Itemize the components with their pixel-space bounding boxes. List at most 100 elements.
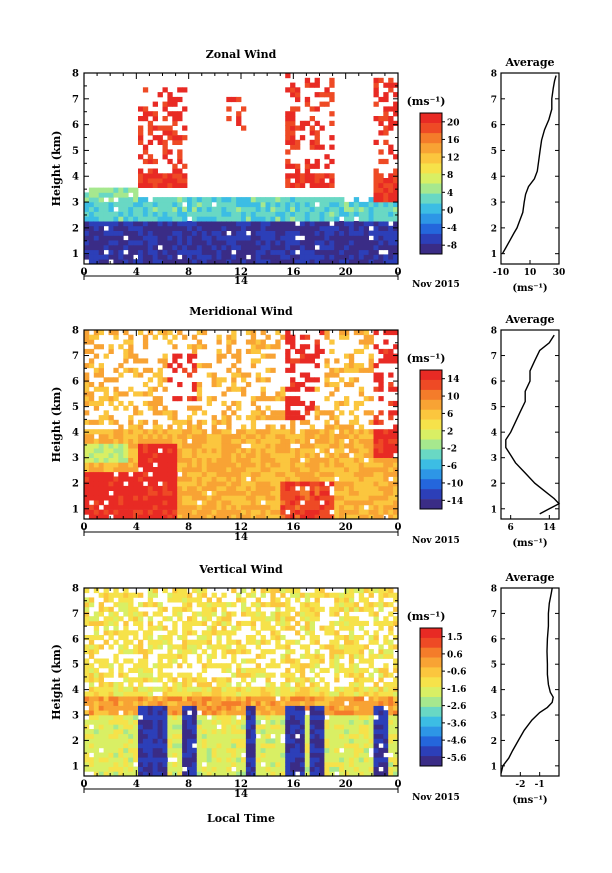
heatmap-cell bbox=[314, 719, 320, 725]
heatmap-cell bbox=[295, 457, 301, 463]
heatmap-cell bbox=[309, 254, 315, 260]
heatmap-cell bbox=[344, 649, 350, 655]
heatmap-cell bbox=[353, 705, 360, 711]
heatmap-cell bbox=[290, 139, 296, 145]
heatmap-cell bbox=[236, 201, 242, 208]
heatmap-cell bbox=[138, 125, 144, 131]
heatmap-cell bbox=[314, 616, 320, 622]
heatmap-cell bbox=[260, 710, 266, 716]
heatmap-cell bbox=[93, 677, 100, 683]
heatmap-cell bbox=[182, 686, 188, 692]
heatmap-cell bbox=[255, 630, 261, 636]
heatmap-cell bbox=[334, 443, 340, 449]
chart-title: Meridional Wind bbox=[189, 305, 293, 318]
heatmap-cell bbox=[275, 438, 281, 444]
heatmap-cell bbox=[211, 766, 217, 772]
heatmap-cell bbox=[84, 667, 90, 673]
heatmap-cell bbox=[98, 719, 104, 725]
heatmap-cell bbox=[339, 334, 345, 340]
profile-y-tick-label: 4 bbox=[491, 429, 497, 439]
heatmap-cell bbox=[299, 696, 306, 702]
heatmap-cell bbox=[304, 509, 311, 515]
heatmap-cell bbox=[280, 766, 286, 772]
heatmap-cell bbox=[368, 429, 374, 435]
heatmap-cell bbox=[363, 367, 369, 373]
heatmap-cell bbox=[162, 691, 168, 697]
heatmap-cell bbox=[172, 476, 178, 482]
heatmap-cell bbox=[236, 771, 242, 777]
heatmap-cell bbox=[231, 363, 237, 369]
profile-y-tick-label: 5 bbox=[491, 403, 497, 413]
heatmap-cell bbox=[285, 249, 291, 255]
heatmap-cell bbox=[260, 330, 266, 336]
heatmap-cell bbox=[191, 757, 198, 763]
heatmap-cell bbox=[84, 471, 90, 477]
heatmap-cell bbox=[167, 597, 173, 603]
heatmap-cell bbox=[250, 244, 257, 251]
heatmap-cell bbox=[142, 696, 149, 702]
heatmap-cell bbox=[113, 620, 119, 626]
heatmap-cell bbox=[162, 221, 168, 227]
heatmap-cell bbox=[172, 353, 178, 359]
heatmap-cell bbox=[270, 700, 276, 706]
heatmap-cell bbox=[103, 606, 109, 612]
heatmap-cell bbox=[226, 757, 232, 763]
heatmap-cell bbox=[201, 724, 208, 730]
heatmap-cell bbox=[353, 644, 360, 650]
heatmap-cell bbox=[348, 724, 355, 730]
heatmap-cell bbox=[329, 500, 335, 506]
heatmap-cell bbox=[138, 410, 144, 416]
heatmap-cell bbox=[103, 467, 109, 473]
profile-y-tick-label: 2 bbox=[491, 224, 497, 234]
heatmap-cell bbox=[142, 733, 149, 739]
heatmap-cell bbox=[147, 588, 154, 594]
heatmap-cell bbox=[334, 602, 340, 608]
heatmap-cell bbox=[353, 639, 360, 645]
heatmap-cell bbox=[162, 182, 168, 188]
heatmap-cell bbox=[378, 358, 384, 364]
heatmap-cell bbox=[299, 625, 306, 631]
heatmap-cell bbox=[368, 514, 374, 520]
heatmap-cell bbox=[162, 106, 168, 112]
heatmap-cell bbox=[187, 766, 193, 772]
heatmap-cell bbox=[157, 396, 163, 402]
heatmap-cell bbox=[309, 710, 315, 716]
colorbar-tick-label: 6 bbox=[447, 410, 453, 420]
heatmap-cell bbox=[241, 429, 247, 435]
heatmap-cell bbox=[142, 653, 149, 659]
heatmap-cell bbox=[270, 691, 276, 697]
heatmap-cell bbox=[260, 235, 266, 241]
heatmap-cell bbox=[324, 766, 330, 772]
heatmap-cell bbox=[93, 635, 100, 641]
heatmap-cell bbox=[344, 696, 350, 702]
profile-frame bbox=[500, 329, 560, 520]
heatmap-cell bbox=[241, 500, 247, 506]
heatmap-cell bbox=[314, 182, 320, 188]
heatmap-cell bbox=[201, 705, 208, 711]
heatmap-cell bbox=[226, 254, 232, 260]
heatmap-cell bbox=[133, 353, 139, 359]
heatmap-cell bbox=[187, 396, 193, 402]
heatmap-cell bbox=[309, 206, 315, 212]
heatmap-cell bbox=[152, 476, 158, 482]
heatmap-cell bbox=[344, 495, 350, 501]
heatmap-cell bbox=[236, 438, 242, 444]
heatmap-cell bbox=[93, 743, 100, 749]
heatmap-cell bbox=[339, 620, 345, 626]
heatmap-cell bbox=[133, 714, 139, 720]
profile-y-tick-label: 2 bbox=[491, 480, 497, 490]
heatmap-cell bbox=[206, 235, 212, 241]
heatmap-cell bbox=[250, 363, 257, 369]
heatmap-cell bbox=[319, 710, 325, 716]
heatmap-cell bbox=[177, 476, 183, 482]
heatmap-cell bbox=[324, 471, 330, 477]
heatmap-cell bbox=[123, 644, 129, 650]
heatmap-cell bbox=[191, 597, 198, 603]
heatmap-cell bbox=[250, 396, 257, 402]
heatmap-cell bbox=[182, 592, 188, 598]
heatmap-cell bbox=[265, 452, 271, 458]
heatmap-cell bbox=[250, 514, 257, 520]
heatmap-cell bbox=[299, 771, 306, 777]
heatmap-cell bbox=[196, 462, 203, 468]
heatmap-cell bbox=[339, 724, 345, 730]
